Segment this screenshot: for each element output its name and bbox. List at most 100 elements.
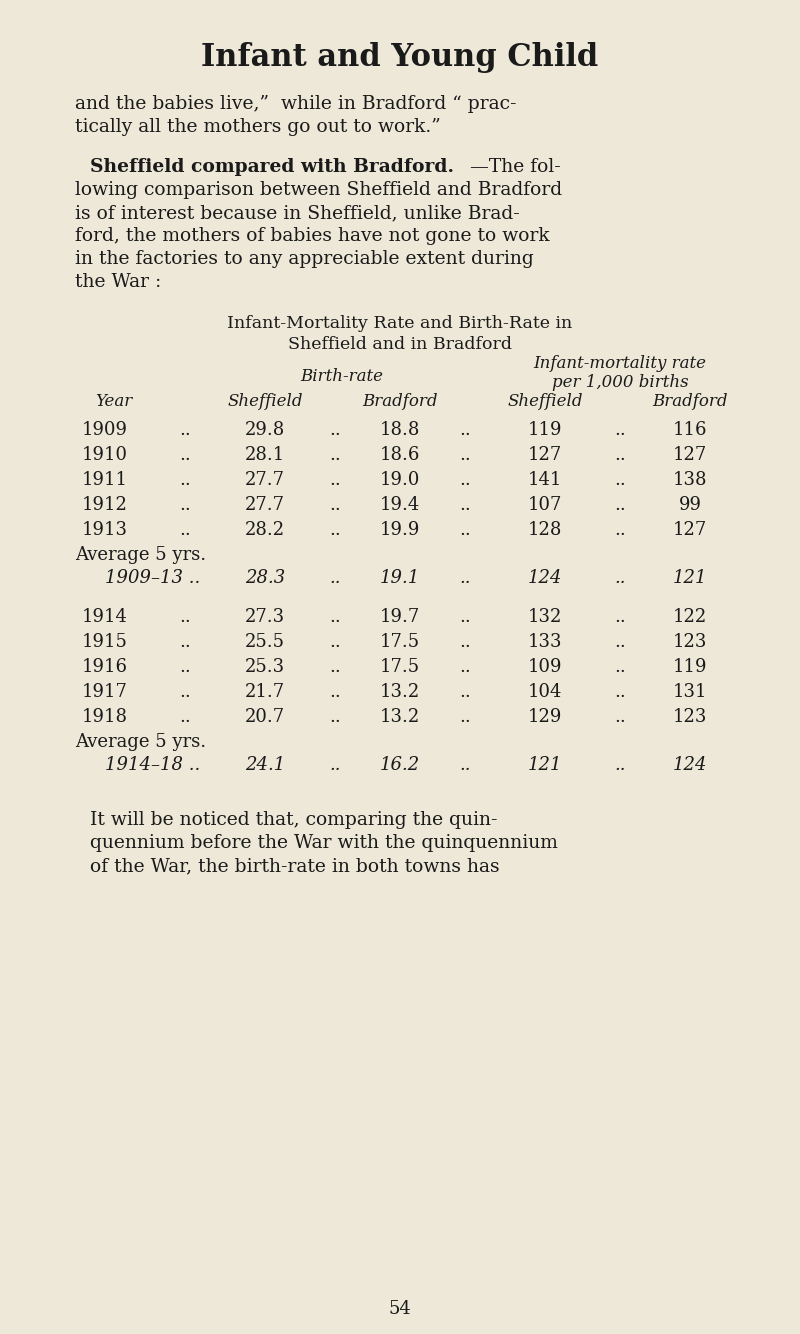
Text: 104: 104 [528, 683, 562, 700]
Text: ..: .. [330, 570, 341, 587]
Text: ..: .. [459, 756, 470, 774]
Text: ..: .. [329, 522, 341, 539]
Text: 127: 127 [673, 522, 707, 539]
Text: ..: .. [459, 634, 471, 651]
Text: ..: .. [614, 608, 626, 626]
Text: ..: .. [614, 658, 626, 676]
Text: 124: 124 [673, 756, 707, 774]
Text: ..: .. [179, 471, 191, 490]
Text: 132: 132 [528, 608, 562, 626]
Text: ..: .. [329, 422, 341, 439]
Text: It will be noticed that, comparing the quin-: It will be noticed that, comparing the q… [90, 811, 498, 828]
Text: ..: .. [459, 608, 471, 626]
Text: 27.3: 27.3 [245, 608, 285, 626]
Text: 19.1: 19.1 [380, 570, 420, 587]
Text: 28.3: 28.3 [245, 570, 285, 587]
Text: 1915: 1915 [82, 634, 128, 651]
Text: 124: 124 [528, 570, 562, 587]
Text: lowing comparison between Sheffield and Bradford: lowing comparison between Sheffield and … [75, 181, 562, 199]
Text: ..: .. [329, 608, 341, 626]
Text: 109: 109 [528, 658, 562, 676]
Text: ..: .. [179, 608, 191, 626]
Text: ..: .. [614, 496, 626, 514]
Text: 1912: 1912 [82, 496, 128, 514]
Text: 25.5: 25.5 [245, 634, 285, 651]
Text: ..: .. [614, 634, 626, 651]
Text: ..: .. [459, 422, 471, 439]
Text: the War :: the War : [75, 273, 162, 291]
Text: Infant-mortality rate: Infant-mortality rate [534, 355, 706, 372]
Text: ..: .. [329, 496, 341, 514]
Text: ..: .. [179, 446, 191, 464]
Text: 20.7: 20.7 [245, 708, 285, 726]
Text: 17.5: 17.5 [380, 634, 420, 651]
Text: and the babies live,”  while in Bradford “ prac-: and the babies live,” while in Bradford … [75, 95, 517, 113]
Text: Sheffield and in Bradford: Sheffield and in Bradford [288, 336, 512, 354]
Text: 127: 127 [673, 446, 707, 464]
Text: 116: 116 [673, 422, 707, 439]
Text: 141: 141 [528, 471, 562, 490]
Text: Infant and Young Child: Infant and Young Child [202, 41, 598, 73]
Text: ..: .. [179, 708, 191, 726]
Text: ..: .. [459, 683, 471, 700]
Text: 1917: 1917 [82, 683, 128, 700]
Text: 119: 119 [528, 422, 562, 439]
Text: 19.9: 19.9 [380, 522, 420, 539]
Text: Average 5 yrs.: Average 5 yrs. [75, 546, 206, 564]
Text: ..: .. [614, 570, 626, 587]
Text: ..: .. [329, 683, 341, 700]
Text: ..: .. [459, 658, 471, 676]
Text: quennium before the War with the quinquennium: quennium before the War with the quinque… [90, 834, 558, 852]
Text: ..: .. [329, 634, 341, 651]
Text: Bradford: Bradford [652, 394, 728, 410]
Text: is of interest because in Sheffield, unlike Brad-: is of interest because in Sheffield, unl… [75, 204, 520, 221]
Text: ..: .. [459, 471, 471, 490]
Text: of the War, the birth-rate in both towns has: of the War, the birth-rate in both towns… [90, 856, 500, 875]
Text: ford, the mothers of babies have not gone to work: ford, the mothers of babies have not gon… [75, 227, 550, 245]
Text: ..: .. [329, 446, 341, 464]
Text: Sheffield: Sheffield [507, 394, 582, 410]
Text: 54: 54 [389, 1301, 411, 1318]
Text: 99: 99 [678, 496, 702, 514]
Text: 123: 123 [673, 634, 707, 651]
Text: 28.2: 28.2 [245, 522, 285, 539]
Text: 25.3: 25.3 [245, 658, 285, 676]
Text: 27.7: 27.7 [245, 471, 285, 490]
Text: 138: 138 [673, 471, 707, 490]
Text: 18.6: 18.6 [380, 446, 420, 464]
Text: 1918: 1918 [82, 708, 128, 726]
Text: ..: .. [614, 522, 626, 539]
Text: ..: .. [459, 570, 470, 587]
Text: ..: .. [329, 708, 341, 726]
Text: 1909–13 ..: 1909–13 .. [105, 570, 200, 587]
Text: 1911: 1911 [82, 471, 128, 490]
Text: Average 5 yrs.: Average 5 yrs. [75, 732, 206, 751]
Text: Birth-rate: Birth-rate [301, 368, 383, 386]
Text: 17.5: 17.5 [380, 658, 420, 676]
Text: ..: .. [614, 756, 626, 774]
Text: ..: .. [459, 708, 471, 726]
Text: 119: 119 [673, 658, 707, 676]
Text: ..: .. [330, 756, 341, 774]
Text: 127: 127 [528, 446, 562, 464]
Text: 1909: 1909 [82, 422, 128, 439]
Text: ..: .. [179, 658, 191, 676]
Text: Sheffield: Sheffield [227, 394, 302, 410]
Text: 18.8: 18.8 [380, 422, 420, 439]
Text: ..: .. [179, 522, 191, 539]
Text: 128: 128 [528, 522, 562, 539]
Text: 13.2: 13.2 [380, 708, 420, 726]
Text: ..: .. [179, 496, 191, 514]
Text: 19.7: 19.7 [380, 608, 420, 626]
Text: 16.2: 16.2 [380, 756, 420, 774]
Text: per 1,000 births: per 1,000 births [552, 374, 688, 391]
Text: in the factories to any appreciable extent during: in the factories to any appreciable exte… [75, 249, 534, 268]
Text: ..: .. [614, 446, 626, 464]
Text: 29.8: 29.8 [245, 422, 285, 439]
Text: 1914–18 ..: 1914–18 .. [105, 756, 200, 774]
Text: ..: .. [614, 708, 626, 726]
Text: 19.4: 19.4 [380, 496, 420, 514]
Text: 107: 107 [528, 496, 562, 514]
Text: 122: 122 [673, 608, 707, 626]
Text: 121: 121 [528, 756, 562, 774]
